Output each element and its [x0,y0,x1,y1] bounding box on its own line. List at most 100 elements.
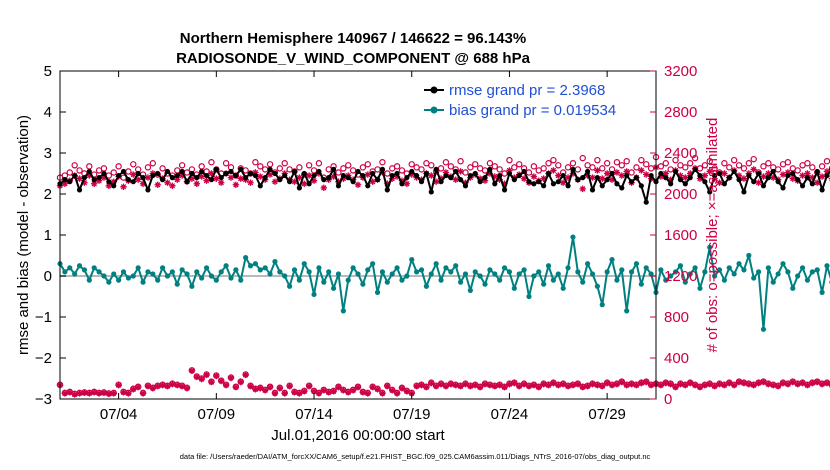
data-point [775,271,781,277]
data-point [111,271,117,277]
data-point [91,177,97,183]
data-point [795,273,801,279]
obs-assimilated-point [159,381,166,389]
obs-assimilated-point [105,390,113,398]
obs-possible-point [691,154,699,162]
obs-assimilated-point [726,379,733,387]
obs-possible-point [550,156,557,164]
data-point [428,271,434,277]
obs-assimilated-point [691,381,699,389]
obs-assimilated-point [120,183,127,191]
data-point [291,267,298,273]
data-point [316,265,322,271]
data-point [360,281,366,287]
series-1 [57,234,830,332]
data-point [677,177,684,183]
obs-assimilated-point [154,382,161,390]
data-point [91,265,97,271]
data-point [795,177,801,183]
obs-assimilated-point [452,381,459,389]
data-point [643,265,649,271]
y-right-tick-label: 2000 [664,186,697,203]
data-point [282,172,288,179]
obs-assimilated-point [432,178,440,185]
data-point [355,168,361,175]
y-left-tick-label: −1 [35,309,52,326]
obs-assimilated-point [638,379,645,387]
obs-possible-point [305,162,313,169]
obs-possible-point [66,169,73,176]
data-point [516,172,522,179]
data-point [726,175,732,181]
data-point [252,261,259,267]
legend: rmse grand pr = 2.3968 bias grand pr = 0… [424,82,616,119]
obs-assimilated-point [388,387,396,394]
data-point [365,183,371,189]
data-point [482,175,488,181]
obs-possible-point [379,159,386,166]
obs-assimilated-point [447,380,455,388]
obs-assimilated-point [349,387,357,394]
data-point [189,283,195,289]
data-point [438,277,444,283]
data-point [326,269,332,275]
obs-assimilated-point [818,380,826,388]
data-point [824,263,830,269]
obs-possible-point [159,165,166,172]
obs-assimilated-point [330,173,337,180]
obs-possible-point [222,160,230,167]
x-tick-label: 07/19 [393,406,431,423]
obs-possible-point [208,159,215,166]
obs-assimilated-point [428,172,435,179]
data-point [814,168,820,175]
data-point [72,172,78,179]
x-tick-label: 07/14 [295,406,333,423]
obs-assimilated-point [814,378,821,386]
data-point [164,273,171,279]
obs-assimilated-point [393,390,401,397]
obs-assimilated-point [110,178,117,185]
data-point [101,170,107,177]
data-point [614,181,620,187]
obs-assimilated-point [804,170,811,177]
obs-assimilated-point [525,382,533,390]
data-point [330,285,337,291]
obs-assimilated-point [169,380,176,388]
obs-assimilated-point [799,172,806,179]
obs-assimilated-point [364,171,371,178]
data-point [140,279,146,285]
obs-assimilated-point [257,173,264,180]
obs-assimilated-point [340,175,347,182]
obs-possible-point [393,163,401,170]
obs-assimilated-point [276,385,284,392]
obs-assimilated-point [774,382,782,390]
obs-assimilated-point [174,176,181,183]
obs-assimilated-point [638,167,645,174]
obs-assimilated-point [755,379,762,387]
data-point [736,177,742,183]
obs-assimilated-point [198,173,205,180]
data-point [497,277,503,283]
data-point [238,166,244,172]
obs-possible-point [643,161,650,168]
obs-assimilated-point [61,180,69,187]
obs-assimilated-point [384,180,391,187]
obs-possible-point [726,164,733,171]
obs-assimilated-point [789,175,796,182]
obs-assimilated-point [696,384,704,391]
obs-assimilated-point [516,382,523,390]
data-point [106,279,112,285]
data-point [394,265,400,271]
data-point [213,277,219,283]
obs-assimilated-point [408,171,415,178]
obs-assimilated-point [330,388,337,395]
data-point [819,289,825,295]
obs-possible-point [76,167,83,174]
obs-possible-point [315,160,323,167]
obs-assimilated-point [594,381,601,389]
obs-assimilated-point [403,180,411,187]
data-point [389,271,395,277]
obs-assimilated-point [203,371,210,379]
data-point [106,179,112,185]
obs-assimilated-point [266,171,274,178]
